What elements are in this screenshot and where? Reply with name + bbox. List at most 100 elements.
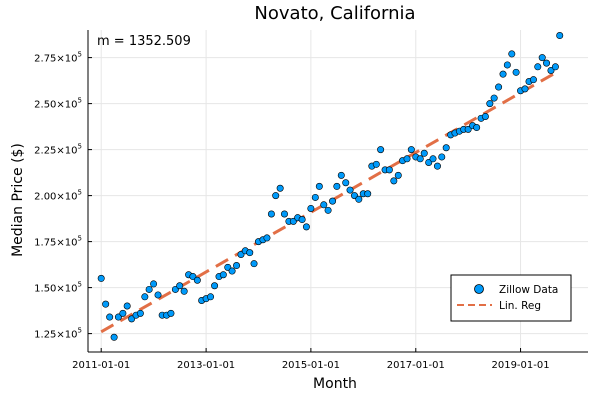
data-point: [551, 63, 559, 71]
axes: [87, 30, 588, 353]
data-point: [233, 262, 241, 270]
data-point: [473, 124, 481, 132]
x-tick-label: 2019-01-01: [491, 360, 549, 371]
data-point: [372, 160, 380, 168]
data-point: [538, 54, 546, 62]
data-point: [337, 171, 345, 179]
data-point: [263, 234, 271, 242]
data-point: [508, 50, 516, 58]
data-point: [390, 177, 398, 185]
y-tick-label: 1.75×105: [34, 235, 82, 249]
data-point: [429, 155, 437, 163]
data-point: [154, 291, 162, 299]
y-tick-label: 2.75×105: [34, 51, 82, 65]
data-point: [385, 166, 393, 174]
data-point: [315, 182, 323, 190]
data-point: [529, 76, 537, 84]
data-point: [189, 273, 197, 281]
legend-label-regression: Lin. Reg: [499, 300, 541, 312]
legend-box: [450, 274, 572, 322]
data-point: [302, 223, 310, 231]
data-point: [438, 153, 446, 161]
data-point: [320, 201, 328, 209]
y-tick-label: 2.50×105: [34, 97, 82, 111]
data-point: [355, 195, 363, 203]
x-tick-label: 2017-01-01: [387, 360, 445, 371]
x-tick-label: 2011-01-01: [72, 360, 130, 371]
scatter-points: [97, 32, 564, 341]
data-point: [433, 162, 441, 170]
data-point: [416, 155, 424, 163]
data-point: [276, 184, 284, 192]
data-point: [141, 293, 149, 301]
data-point: [123, 302, 131, 310]
data-point: [311, 193, 319, 201]
x-axis-label: Month: [313, 376, 357, 392]
data-point: [114, 313, 122, 321]
data-point: [547, 66, 555, 74]
data-point: [481, 112, 489, 120]
data-point: [119, 309, 127, 317]
data-point: [324, 206, 332, 214]
data-point: [180, 287, 188, 295]
data-point: [272, 192, 280, 200]
data-point: [250, 260, 258, 268]
data-point: [490, 94, 498, 102]
y-tick-label: 1.25×105: [34, 327, 82, 341]
data-point: [420, 149, 428, 157]
legend-marker-zillow: [474, 284, 484, 294]
data-point: [556, 32, 564, 40]
data-point: [106, 313, 114, 321]
data-point: [280, 210, 288, 218]
data-point: [329, 197, 337, 205]
data-point: [464, 125, 472, 133]
legend-label-zillow: Zillow Data: [499, 284, 558, 296]
data-point: [207, 293, 215, 301]
x-axis-ticks: 2011-01-01 2013-01-01 2015-01-01 2017-01-01…: [72, 348, 550, 371]
data-point: [136, 309, 144, 317]
y-tick-label: 2.25×105: [34, 143, 82, 157]
data-point: [307, 204, 315, 212]
data-point: [503, 61, 511, 69]
data-point: [407, 146, 415, 154]
data-point: [246, 249, 254, 257]
y-axis-ticks: 1.25×105 1.50×105 1.75×105 2.00×105 2.25×105…: [34, 51, 92, 341]
x-tick-label: 2015-01-01: [282, 360, 340, 371]
data-point: [267, 210, 275, 218]
data-point: [167, 309, 175, 317]
data-point: [499, 70, 507, 78]
data-point: [219, 271, 227, 279]
data-point: [176, 282, 184, 290]
data-point: [521, 85, 529, 93]
y-tick-label: 2.00×105: [34, 189, 82, 203]
data-point: [442, 144, 450, 152]
data-point: [128, 315, 136, 323]
data-point: [394, 171, 402, 179]
data-point: [97, 274, 105, 282]
data-point: [543, 59, 551, 67]
data-point: [534, 63, 542, 71]
data-point: [110, 333, 118, 341]
data-point: [364, 190, 372, 198]
y-tick-label: 1.50×105: [34, 281, 82, 295]
y-axis-label: Median Price ($): [10, 143, 26, 257]
data-point: [145, 285, 153, 293]
data-point: [211, 282, 219, 290]
data-point: [377, 146, 385, 154]
data-point: [102, 300, 110, 308]
data-point: [346, 186, 354, 194]
data-point: [342, 179, 350, 187]
data-point: [495, 83, 503, 91]
data-point: [486, 100, 494, 108]
x-tick-label: 2013-01-01: [177, 360, 235, 371]
legend: Zillow Data Lin. Reg: [450, 274, 572, 322]
data-point: [228, 267, 236, 275]
data-point: [512, 68, 520, 76]
data-point: [333, 182, 341, 190]
data-point: [193, 276, 201, 284]
data-point: [403, 155, 411, 163]
chart-title: Novato, California: [254, 3, 415, 24]
slope-annotation: m = 1352.509: [97, 34, 191, 49]
